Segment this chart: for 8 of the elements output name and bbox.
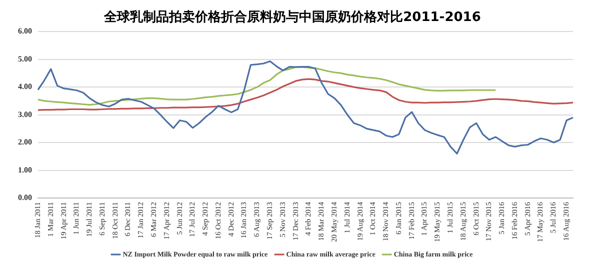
y-tick-label: 0.00	[18, 193, 32, 202]
y-tick-label: 5.00	[18, 54, 32, 64]
y-tick-label: 6.00	[18, 26, 32, 36]
chart-title: 全球乳制品拍卖价格折合原料奶与中国原奶价格对比2011-2016	[103, 9, 481, 26]
y-tick-label: 4.00	[18, 82, 32, 92]
y-tick-label: 3.00	[18, 110, 32, 119]
y-tick-label: 1.00	[18, 165, 32, 174]
y-tick-label: 2.00	[18, 138, 32, 147]
